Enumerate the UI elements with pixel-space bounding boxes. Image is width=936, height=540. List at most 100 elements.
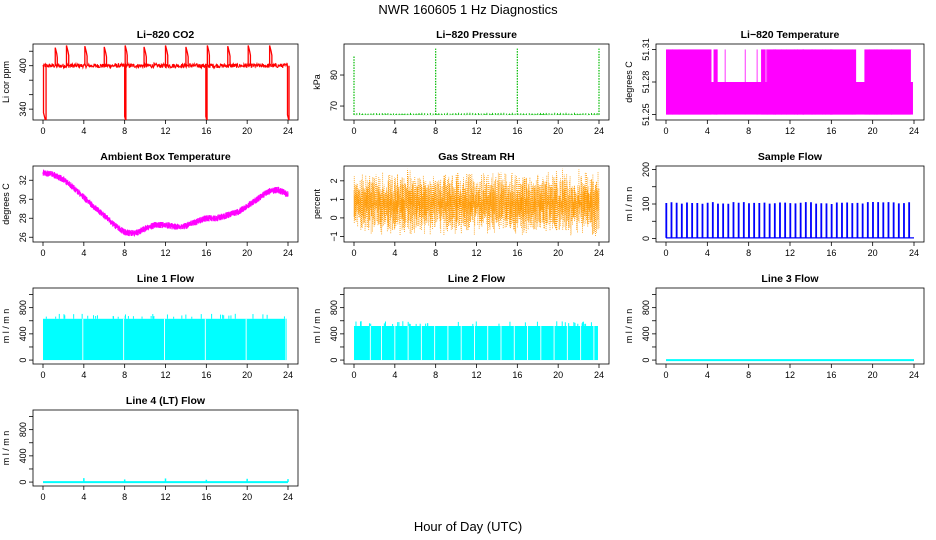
x-tick-label: 16 xyxy=(826,126,836,136)
y-axis-label: Li cor ppm xyxy=(1,61,11,103)
panel-line4: Line 4 (LT) Flow m l / m n 0 4 8 12 16 20 24 0 400… xyxy=(1,395,299,502)
y-tick-label: 1 xyxy=(329,197,339,202)
y-axis-label: kPa xyxy=(312,74,322,90)
x-tick-label: 4 xyxy=(705,370,710,380)
series-pressure xyxy=(353,48,600,116)
x-tick-label: 8 xyxy=(433,370,438,380)
panel-ambient: Ambient Box Temperature degrees C 0 4 8 12 16 2… xyxy=(1,151,299,258)
x-tick-label: 24 xyxy=(909,370,919,380)
series-ambient xyxy=(42,169,289,237)
x-tick-label: 0 xyxy=(40,248,45,258)
x-tick-label: 4 xyxy=(392,370,397,380)
x-tick-label: 20 xyxy=(242,126,252,136)
event-spike xyxy=(54,47,58,66)
x-tick-label: 12 xyxy=(160,126,170,136)
x-tick-label: 16 xyxy=(201,370,211,380)
figure-title: NWR 160605 1 Hz Diagnostics xyxy=(378,2,558,17)
x-tick-label: 24 xyxy=(909,126,919,136)
y-tick-label: 800 xyxy=(18,422,28,437)
x-tick-label: 0 xyxy=(663,248,668,258)
y-tick-label: 51.28 xyxy=(641,71,651,94)
plot-frame xyxy=(32,409,299,487)
x-tick-label: 8 xyxy=(122,248,127,258)
x-tick-label: 4 xyxy=(392,248,397,258)
x-tick-label: 24 xyxy=(594,370,604,380)
x-tick-label: 16 xyxy=(512,126,522,136)
y-tick-label: 2 xyxy=(329,178,339,183)
x-tick-label: 24 xyxy=(594,126,604,136)
x-tick-label: 20 xyxy=(868,126,878,136)
panel-line3: Line 3 Flow m l / m n 0 4 8 12 16 20 24 0 400 800 xyxy=(624,273,925,380)
x-tick-label: 16 xyxy=(201,248,211,258)
y-tick-label: 800 xyxy=(329,300,339,315)
y-tick-label: 800 xyxy=(641,300,651,315)
y-tick-label: 26 xyxy=(18,232,28,242)
y-tick-label: 400 xyxy=(18,326,28,341)
x-tick-label: 0 xyxy=(351,126,356,136)
panel-sample: Sample Flow m l / m n 0 4 8 12 16 20 24 0 100 200 xyxy=(624,151,925,258)
y-tick-label: 51.25 xyxy=(641,103,651,126)
panel-title: Sample Flow xyxy=(758,151,823,163)
y-tick-label: 0 xyxy=(18,480,28,485)
band-high xyxy=(713,49,718,115)
event-spike xyxy=(84,46,88,66)
x-tick-label: 0 xyxy=(663,370,668,380)
x-tick-label: 8 xyxy=(746,126,751,136)
event-spike xyxy=(164,45,169,66)
y-axis-label: m l / m n xyxy=(624,187,634,222)
panel-pressure: Li−820 Pressure kPa 0 4 8 12 16 20 24 70 80 xyxy=(312,29,610,136)
panel-li820temp: Li−820 Temperature degrees C 0 4 8 12 16 20 24 51… xyxy=(624,29,925,136)
series-line4 xyxy=(43,478,289,484)
y-tick-label: 340 xyxy=(18,102,28,117)
x-tick-label: 4 xyxy=(81,370,86,380)
y-tick-label: 80 xyxy=(329,70,339,80)
figure-x-label: Hour of Day (UTC) xyxy=(414,519,522,534)
y-tick-label: 28 xyxy=(18,213,28,223)
y-axis-label: degrees C xyxy=(1,183,11,225)
x-tick-label: 4 xyxy=(81,126,86,136)
panel-title: Ambient Box Temperature xyxy=(100,151,231,163)
band-high xyxy=(761,49,766,115)
x-tick-label: 0 xyxy=(40,492,45,502)
event-spike xyxy=(185,46,189,66)
x-tick-label: 0 xyxy=(40,370,45,380)
y-tick-label: 800 xyxy=(18,300,28,315)
event-spike xyxy=(103,46,108,66)
x-tick-label: 12 xyxy=(471,126,481,136)
x-tick-label: 12 xyxy=(785,370,795,380)
x-tick-label: 20 xyxy=(868,248,878,258)
x-tick-label: 24 xyxy=(283,126,293,136)
y-tick-label: 0 xyxy=(18,358,28,363)
x-tick-label: 4 xyxy=(81,248,86,258)
x-tick-label: 24 xyxy=(594,248,604,258)
series-li820temp xyxy=(666,49,913,115)
x-tick-label: 20 xyxy=(553,370,563,380)
band-high xyxy=(864,49,911,115)
x-tick-label: 16 xyxy=(512,248,522,258)
panel-line2: Line 2 Flow m l / m n 0 4 8 12 16 20 24 0 400 800 xyxy=(312,273,610,380)
plot-frame xyxy=(655,287,925,365)
series-co2 xyxy=(42,45,290,120)
y-tick-label: 400 xyxy=(18,448,28,463)
x-tick-label: 12 xyxy=(160,492,170,502)
panel-co2: Li−820 CO2 Li cor ppm 0 4 8 12 16 20 24 340 400 xyxy=(1,29,299,136)
y-tick-label: 100 xyxy=(641,196,651,211)
x-tick-label: 16 xyxy=(826,248,836,258)
x-tick-label: 12 xyxy=(471,248,481,258)
x-tick-label: 4 xyxy=(705,248,710,258)
x-tick-label: 0 xyxy=(663,126,668,136)
series-line1 xyxy=(43,313,287,361)
y-tick-label: 70 xyxy=(329,101,339,111)
panel-title: Li−820 CO2 xyxy=(137,29,195,41)
x-tick-label: 8 xyxy=(433,248,438,258)
series-rh xyxy=(353,168,600,237)
event-spike xyxy=(247,45,252,66)
y-tick-label: 0 xyxy=(641,358,651,363)
x-tick-label: 12 xyxy=(471,370,481,380)
panel-title: Line 3 Flow xyxy=(761,273,819,285)
panel-title: Li−820 Temperature xyxy=(741,29,840,41)
x-tick-label: 24 xyxy=(283,248,293,258)
